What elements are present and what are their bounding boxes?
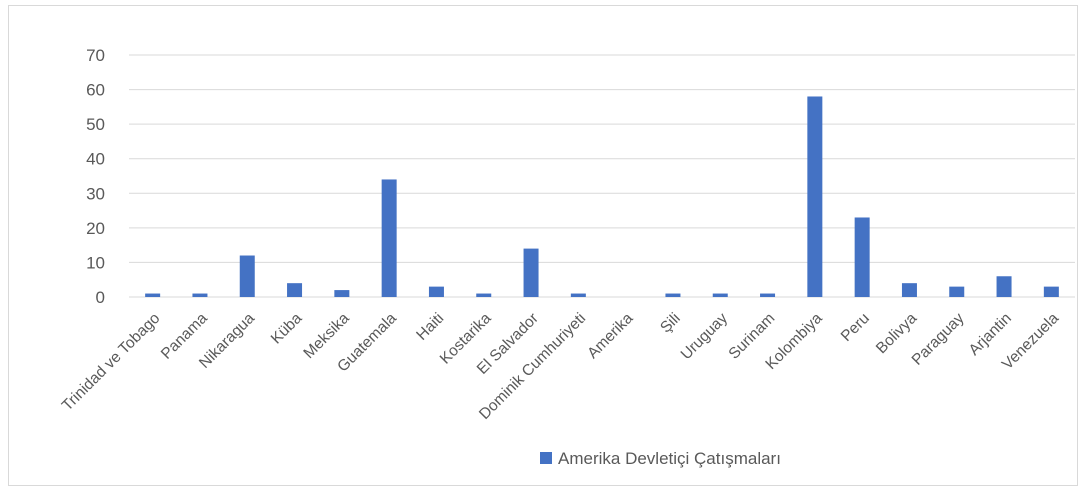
bar — [334, 290, 350, 297]
x-category-label: Uruguay — [678, 310, 732, 364]
bar — [381, 179, 397, 297]
y-tick-label: 10 — [86, 253, 105, 272]
x-category-label: Küba — [268, 310, 306, 348]
chart-frame — [8, 5, 1078, 486]
x-category-label: Bolivya — [873, 310, 921, 358]
bars — [145, 96, 1059, 297]
x-category-label: Şili — [657, 310, 684, 337]
legend-label: Amerika Devletiçi Çatışmaları — [558, 449, 781, 468]
y-tick-label: 50 — [86, 115, 105, 134]
bar — [570, 293, 586, 297]
y-tick-label: 40 — [86, 150, 105, 169]
y-axis-tick-labels: 0 10 20 30 40 50 60 70 — [86, 46, 105, 307]
bar — [192, 293, 208, 297]
bar — [760, 293, 776, 297]
y-tick-label: 20 — [86, 219, 105, 238]
bar — [996, 276, 1012, 297]
x-category-label: Paraguay — [909, 310, 968, 369]
bar — [523, 248, 539, 297]
legend-swatch — [540, 452, 552, 464]
bar — [1043, 286, 1059, 297]
bar — [949, 286, 965, 297]
bar — [145, 293, 161, 297]
bar — [239, 255, 255, 297]
y-tick-label: 0 — [96, 288, 105, 307]
bar — [428, 286, 444, 297]
bar — [476, 293, 492, 297]
bar — [712, 293, 728, 297]
x-category-label: Amerika — [584, 310, 636, 362]
bar — [665, 293, 681, 297]
x-category-label: Trinidad ve Tobago — [59, 310, 164, 415]
legend: Amerika Devletiçi Çatışmaları — [540, 449, 781, 468]
bar — [287, 283, 303, 297]
y-tick-label: 30 — [86, 184, 105, 203]
y-tick-label: 70 — [86, 46, 105, 65]
y-tick-label: 60 — [86, 81, 105, 100]
bar — [901, 283, 917, 297]
x-category-label: Peru — [838, 310, 873, 345]
x-category-label: Haiti — [413, 310, 447, 344]
bar — [807, 96, 823, 297]
gridlines — [129, 54, 1075, 298]
bar — [854, 217, 870, 297]
